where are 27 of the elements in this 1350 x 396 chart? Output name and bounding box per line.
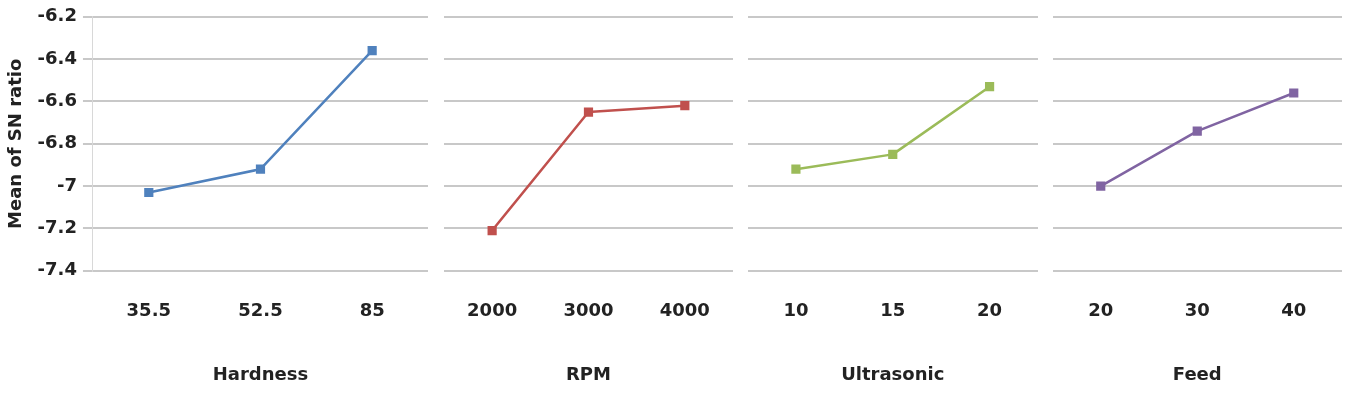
y-axis-title: Mean of SN ratio <box>4 58 26 229</box>
x-tick-label: 52.5 <box>238 299 283 321</box>
y-tick-label: -6.4 <box>37 46 77 68</box>
y-tick-label: -6.6 <box>37 89 77 111</box>
point <box>144 187 154 198</box>
y-tick-label: -7.2 <box>37 216 77 238</box>
point <box>255 164 266 174</box>
y-tick-label: -7 <box>56 173 77 195</box>
y-tick-label: -6.2 <box>37 4 77 26</box>
x-tick-label: 2000 <box>467 299 518 321</box>
y-tick-label: -7.4 <box>37 258 77 280</box>
x-tick-label: 4000 <box>659 299 710 321</box>
point <box>367 46 377 56</box>
x-axis-title: Ultrasonic <box>841 362 945 384</box>
x-tick-label: 40 <box>1281 299 1307 321</box>
x-tick-label: 20 <box>1088 299 1114 321</box>
x-tick-label: 35.5 <box>126 299 172 321</box>
x-axis-title: Hardness <box>212 362 309 384</box>
x-tick-label: 3000 <box>563 299 614 321</box>
x-tick-label: 15 <box>880 299 906 321</box>
x-axis-title: RPM <box>565 362 611 384</box>
y-tick-label: -6.8 <box>37 131 77 153</box>
x-tick-label: 20 <box>977 299 1003 321</box>
x-tick-label: 30 <box>1184 299 1210 321</box>
x-axis-title: Feed <box>1172 362 1222 384</box>
x-tick-label: 10 <box>783 299 809 321</box>
x-tick-label: 85 <box>359 299 385 321</box>
